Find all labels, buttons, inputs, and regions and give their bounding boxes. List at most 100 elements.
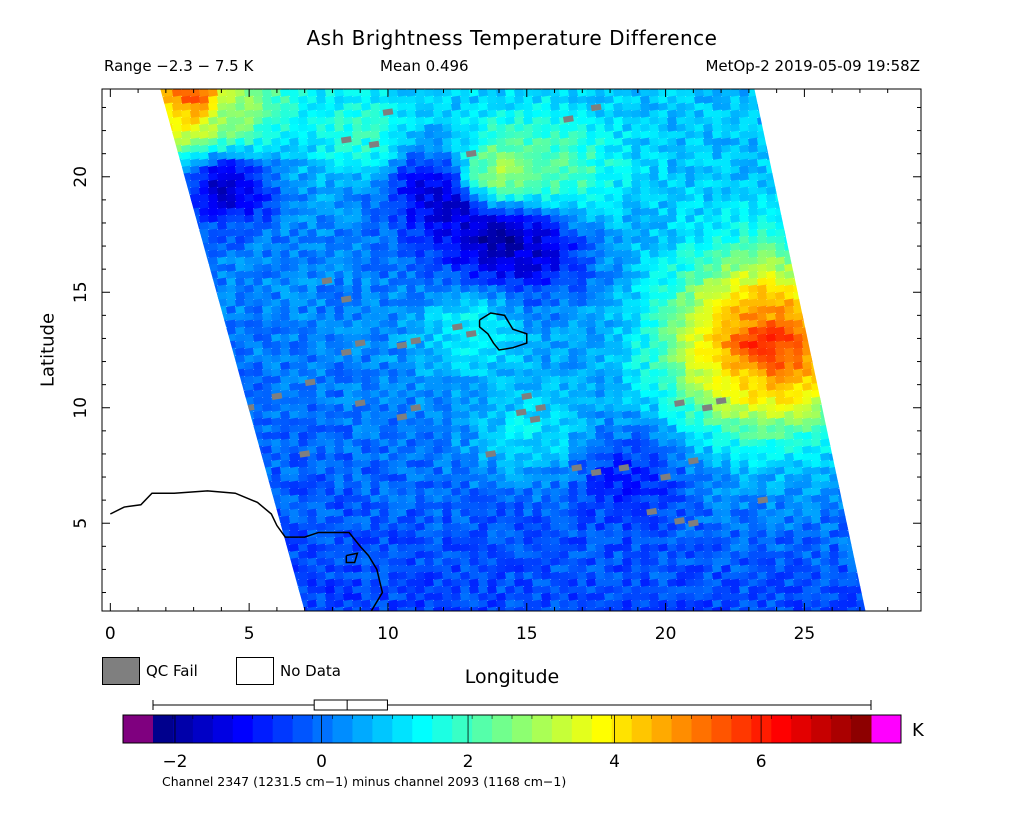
btd-pixel bbox=[811, 74, 822, 83]
btd-pixel bbox=[253, 473, 264, 483]
btd-pixel bbox=[181, 431, 192, 441]
btd-pixel bbox=[640, 158, 651, 168]
btd-pixel bbox=[793, 193, 804, 203]
btd-pixel bbox=[315, 158, 327, 168]
btd-pixel bbox=[190, 424, 201, 434]
btd-pixel bbox=[793, 228, 804, 238]
btd-pixel bbox=[829, 137, 840, 147]
btd-pixel bbox=[856, 340, 866, 350]
btd-pixel bbox=[298, 165, 309, 175]
btd-pixel bbox=[864, 396, 866, 406]
btd-pixel bbox=[532, 144, 543, 154]
btd-pixel bbox=[181, 277, 192, 287]
btd-pixel bbox=[217, 130, 228, 140]
btd-pixel bbox=[181, 368, 192, 378]
btd-pixel bbox=[802, 144, 813, 154]
btd-pixel bbox=[757, 116, 768, 126]
btd-pixel bbox=[289, 74, 300, 83]
btd-pixel bbox=[685, 67, 696, 76]
btd-pixel bbox=[640, 137, 651, 147]
btd-pixel bbox=[478, 67, 489, 76]
btd-pixel bbox=[163, 256, 174, 266]
btd-pixel bbox=[856, 319, 866, 329]
btd-pixel bbox=[883, 102, 894, 111]
btd-pixel bbox=[820, 375, 831, 385]
btd-pixel bbox=[433, 67, 444, 76]
btd-pixel bbox=[856, 221, 866, 231]
btd-pixel bbox=[180, 417, 192, 427]
btd-pixel bbox=[838, 165, 849, 175]
btd-pixel bbox=[856, 480, 866, 490]
btd-pixel bbox=[172, 480, 183, 490]
btd-pixel bbox=[549, 151, 561, 161]
btd-pixel bbox=[388, 95, 399, 105]
btd-pixel bbox=[667, 102, 678, 112]
btd-pixel bbox=[370, 116, 381, 126]
btd-pixel bbox=[163, 473, 174, 483]
btd-pixel bbox=[468, 158, 480, 168]
btd-pixel bbox=[603, 151, 615, 161]
btd-pixel bbox=[361, 67, 372, 76]
btd-pixel bbox=[703, 74, 714, 83]
btd-pixel bbox=[468, 123, 480, 133]
btd-pixel bbox=[829, 305, 840, 315]
btd-pixel bbox=[160, 431, 165, 441]
btd-pixel bbox=[631, 158, 642, 168]
btd-pixel bbox=[334, 95, 345, 105]
btd-pixel bbox=[387, 158, 399, 168]
btd-pixel bbox=[181, 158, 192, 168]
btd-pixel bbox=[612, 130, 624, 140]
btd-pixel bbox=[883, 116, 894, 125]
btd-pixel bbox=[802, 102, 813, 112]
btd-pixel bbox=[802, 221, 813, 231]
btd-pixel bbox=[496, 74, 507, 83]
btd-pixel bbox=[784, 172, 795, 182]
btd-pixel bbox=[226, 165, 237, 175]
btd-pixel bbox=[747, 151, 759, 161]
btd-pixel bbox=[217, 375, 228, 385]
btd-pixel bbox=[145, 123, 156, 132]
btd-pixel bbox=[514, 74, 525, 83]
btd-pixel bbox=[586, 123, 597, 133]
btd-pixel bbox=[298, 109, 309, 119]
btd-pixel bbox=[379, 116, 390, 126]
btd-pixel bbox=[577, 102, 588, 112]
btd-pixel bbox=[369, 123, 381, 133]
btd-pixel bbox=[199, 74, 210, 83]
btd-pixel bbox=[226, 144, 237, 154]
btd-pixel bbox=[883, 144, 894, 153]
btd-pixel bbox=[496, 67, 507, 76]
btd-pixel bbox=[163, 431, 174, 441]
btd-pixel bbox=[865, 158, 866, 168]
btd-pixel bbox=[838, 249, 849, 259]
btd-pixel bbox=[478, 144, 489, 154]
btd-pixel bbox=[217, 137, 228, 147]
btd-pixel bbox=[676, 102, 687, 112]
btd-pixel bbox=[829, 123, 840, 133]
btd-pixel bbox=[163, 291, 174, 301]
btd-pixel bbox=[604, 102, 615, 112]
btd-pixel bbox=[856, 305, 866, 315]
btd-pixel bbox=[838, 368, 849, 378]
btd-pixel bbox=[883, 445, 894, 454]
btd-pixel bbox=[829, 200, 840, 210]
btd-pixel bbox=[207, 445, 219, 455]
btd-pixel bbox=[802, 89, 813, 98]
btd-pixel bbox=[856, 445, 866, 455]
btd-pixel bbox=[729, 109, 741, 119]
btd-pixel bbox=[361, 89, 372, 98]
btd-pixel bbox=[514, 151, 525, 161]
btd-pixel bbox=[532, 137, 543, 147]
btd-pixel bbox=[676, 116, 687, 126]
btd-pixel bbox=[594, 89, 606, 98]
btd-pixel bbox=[163, 193, 174, 203]
btd-pixel bbox=[343, 89, 354, 98]
btd-pixel bbox=[361, 74, 372, 83]
btd-pixel bbox=[145, 200, 156, 209]
btd-pixel bbox=[441, 158, 453, 168]
btd-pixel bbox=[621, 151, 633, 161]
btd-pixel bbox=[883, 158, 894, 167]
btd-pixel bbox=[847, 123, 858, 133]
btd-pixel bbox=[657, 130, 669, 140]
btd-pixel bbox=[829, 67, 840, 76]
